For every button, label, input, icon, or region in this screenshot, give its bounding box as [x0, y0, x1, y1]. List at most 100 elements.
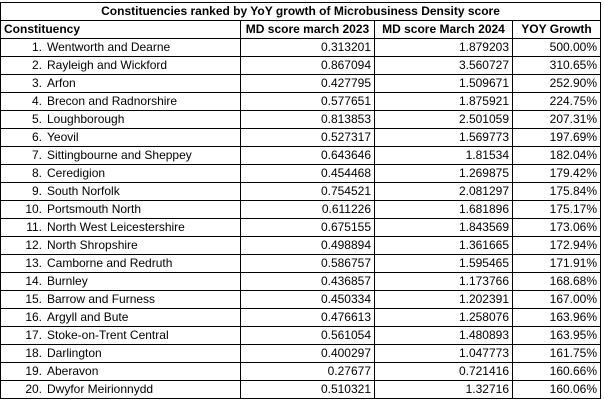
constituency-cell: 5. Loughborough: [0, 110, 241, 129]
md-2023-cell: 0.27677: [240, 362, 375, 381]
yoy-growth-cell: 310.65%: [511, 56, 602, 75]
table-row: 3. Arfon 0.427795 1.509671 252.90%: [0, 74, 602, 93]
yoy-growth-cell: 173.06%: [511, 218, 602, 237]
yoy-growth-cell: 172.94%: [511, 236, 602, 255]
constituency-name: Loughborough: [47, 112, 125, 126]
table-row: 4. Brecon and Radnorshire 0.577651 1.875921…: [0, 92, 602, 111]
md-2024-cell: 1.81534: [374, 146, 513, 165]
md-2024-cell: 1.258076: [374, 308, 513, 327]
yoy-growth-cell: 168.68%: [511, 272, 602, 291]
table-row: 5. Loughborough 0.813853 2.501059 207.31%: [0, 110, 602, 129]
md-2023-cell: 0.643646: [240, 146, 375, 165]
rank-number: 7.: [31, 148, 42, 162]
md-2024-cell: 1.32716: [374, 380, 513, 399]
md-2023-cell: 0.454468: [240, 164, 375, 183]
md-2024-cell: 1.047773: [374, 344, 513, 363]
rank-number: 2.: [31, 58, 42, 72]
rank-number: 3.: [31, 76, 42, 90]
header-constituency: Constituency: [0, 20, 241, 39]
table-row: 18. Darlington 0.400297 1.047773 161.75%: [0, 344, 602, 363]
rank-number: 9.: [31, 184, 42, 198]
constituency-name: Arfon: [47, 76, 76, 90]
yoy-growth-cell: 167.00%: [511, 290, 602, 309]
md-2024-cell: 1.879203: [374, 38, 513, 57]
yoy-growth-cell: 175.17%: [511, 200, 602, 219]
header-row: Constituency MD score march 2023 MD scor…: [0, 20, 602, 39]
table-row: 7. Sittingbourne and Sheppey 0.643646 1.815…: [0, 146, 602, 165]
constituency-name: Wentworth and Dearne: [47, 40, 171, 54]
constituency-cell: 19. Aberavon: [0, 362, 241, 381]
md-2024-cell: 3.560727: [374, 56, 513, 75]
rank-number: 10.: [25, 202, 42, 216]
md-2023-cell: 0.527317: [240, 128, 375, 147]
md-2024-cell: 2.081297: [374, 182, 513, 201]
rank-number: 14.: [25, 274, 42, 288]
md-2023-cell: 0.611226: [240, 200, 375, 219]
rank-number: 20.: [25, 382, 42, 396]
md-2023-cell: 0.586757: [240, 254, 375, 273]
md-2024-cell: 1.361665: [374, 236, 513, 255]
constituency-name: Aberavon: [47, 364, 99, 378]
rank-number: 4.: [31, 94, 42, 108]
constituency-cell: 12. North Shropshire: [0, 236, 241, 255]
constituency-cell: 7. Sittingbourne and Sheppey: [0, 146, 241, 165]
constituency-name: Brecon and Radnorshire: [47, 94, 178, 108]
constituency-name: South Norfolk: [47, 184, 120, 198]
yoy-growth-cell: 171.91%: [511, 254, 602, 273]
yoy-growth-cell: 160.06%: [511, 380, 602, 399]
md-2023-cell: 0.510321: [240, 380, 375, 399]
rank-number: 13.: [25, 256, 42, 270]
md-2023-cell: 0.476613: [240, 308, 375, 327]
md-2023-cell: 0.498894: [240, 236, 375, 255]
constituency-cell: 15. Barrow and Furness: [0, 290, 241, 309]
constituency-name: Burnley: [47, 274, 88, 288]
yoy-growth-cell: 252.90%: [511, 74, 602, 93]
rank-number: 8.: [31, 166, 42, 180]
md-2023-cell: 0.813853: [240, 110, 375, 129]
md-2023-cell: 0.754521: [240, 182, 375, 201]
constituency-name: Yeovil: [47, 130, 79, 144]
table-row: 8. Ceredigion 0.454468 1.269875 179.42%: [0, 164, 602, 183]
table-row: 10. Portsmouth North 0.611226 1.681896 175.1…: [0, 200, 602, 219]
yoy-growth-cell: 197.69%: [511, 128, 602, 147]
md-2024-cell: 1.875921: [374, 92, 513, 111]
md-2024-cell: 1.843569: [374, 218, 513, 237]
md-2023-cell: 0.577651: [240, 92, 375, 111]
yoy-growth-cell: 500.00%: [511, 38, 602, 57]
constituency-cell: 1. Wentworth and Dearne: [0, 38, 241, 57]
constituency-name: Portsmouth North: [47, 202, 142, 216]
table-row: 11. North West Leicestershire 0.675155 1.84…: [0, 218, 602, 237]
constituencies-table: Constituencies ranked by YoY growth of M…: [0, 2, 602, 399]
yoy-growth-cell: 179.42%: [511, 164, 602, 183]
constituency-name: Sittingbourne and Sheppey: [47, 148, 192, 162]
md-2023-cell: 0.450334: [240, 290, 375, 309]
md-2024-cell: 1.595465: [374, 254, 513, 273]
yoy-growth-cell: 163.96%: [511, 308, 602, 327]
rank-number: 15.: [25, 292, 42, 306]
constituency-cell: 17. Stoke-on-Trent Central: [0, 326, 241, 345]
md-2023-cell: 0.313201: [240, 38, 375, 57]
header-yoy-growth: YOY Growth: [511, 20, 602, 39]
md-2024-cell: 1.202391: [374, 290, 513, 309]
table-row: 2. Rayleigh and Wickford 0.867094 3.560727 3…: [0, 56, 602, 75]
yoy-growth-cell: 207.31%: [511, 110, 602, 129]
table-row: 9. South Norfolk 0.754521 2.081297 175.84%: [0, 182, 602, 201]
table-row: 15. Barrow and Furness 0.450334 1.202391 167…: [0, 290, 602, 309]
md-2023-cell: 0.427795: [240, 74, 375, 93]
constituency-name: Argyll and Bute: [47, 310, 129, 324]
constituency-name: Stoke-on-Trent Central: [47, 328, 169, 342]
constituency-cell: 13. Camborne and Redruth: [0, 254, 241, 273]
constituency-cell: 8. Ceredigion: [0, 164, 241, 183]
yoy-growth-cell: 160.66%: [511, 362, 602, 381]
constituency-name: North Shropshire: [47, 238, 138, 252]
constituency-cell: 6. Yeovil: [0, 128, 241, 147]
constituency-cell: 9. South Norfolk: [0, 182, 241, 201]
table-title: Constituencies ranked by YoY growth of M…: [0, 2, 602, 21]
rank-number: 16.: [25, 310, 42, 324]
constituency-name: North West Leicestershire: [47, 220, 185, 234]
yoy-growth-cell: 224.75%: [511, 92, 602, 111]
header-md-2023: MD score march 2023: [240, 20, 375, 39]
table-row: 6. Yeovil 0.527317 1.569773 197.69%: [0, 128, 602, 147]
constituency-cell: 2. Rayleigh and Wickford: [0, 56, 241, 75]
md-2024-cell: 1.269875: [374, 164, 513, 183]
